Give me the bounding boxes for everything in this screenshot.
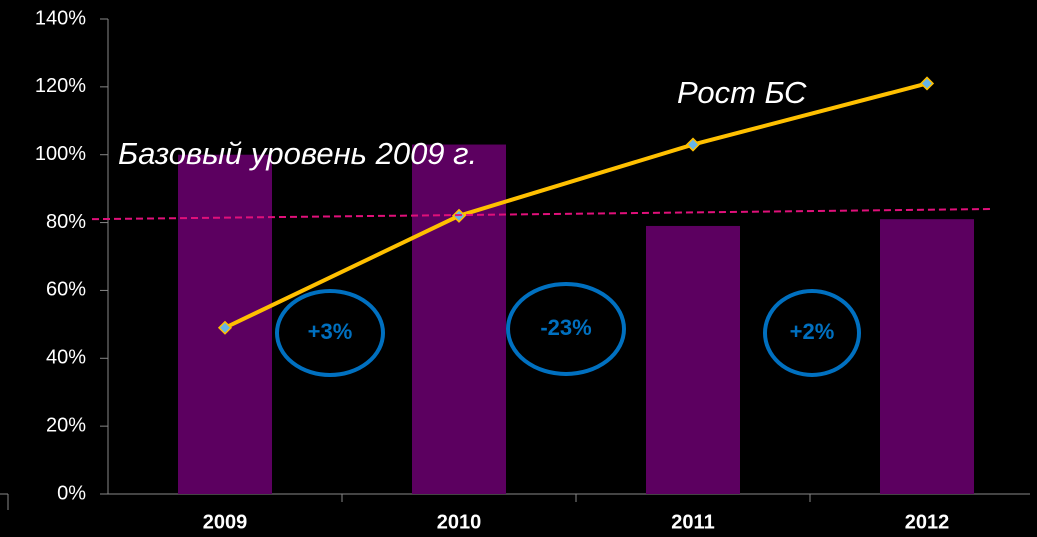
y-tick-label: 120% — [35, 75, 86, 97]
line — [224, 81, 928, 330]
y-tick-label: 100% — [35, 143, 86, 165]
y-tick-label: 20% — [46, 414, 86, 436]
marker — [217, 320, 233, 335]
x-tick-label: 2011 — [671, 511, 714, 533]
change-label: -23% — [540, 315, 591, 340]
marker — [919, 76, 935, 91]
bar — [646, 225, 740, 494]
legend-label: Рост БС — [677, 75, 807, 110]
x-tick-label: 2009 — [203, 511, 248, 533]
y-tick-label: 60% — [46, 279, 86, 301]
marker — [685, 137, 701, 152]
x-tick-label: 2010 — [437, 511, 482, 533]
bar — [880, 219, 974, 494]
change-circle — [763, 289, 861, 377]
x-tick-label: 2012 — [905, 511, 950, 533]
change-circle — [275, 289, 385, 377]
bar — [412, 144, 506, 495]
y-tick-label: 40% — [46, 347, 86, 369]
baseline-label: Базовый уровень 2009 г. — [118, 136, 477, 171]
y-tick-label: 80% — [46, 211, 86, 233]
change-circle — [506, 282, 626, 376]
y-tick-label: 0% — [57, 482, 86, 504]
change-label: +2% — [790, 319, 835, 344]
y-tick-label: 140% — [35, 7, 86, 29]
change-label: +3% — [308, 319, 353, 344]
baseline-line — [91, 208, 991, 221]
